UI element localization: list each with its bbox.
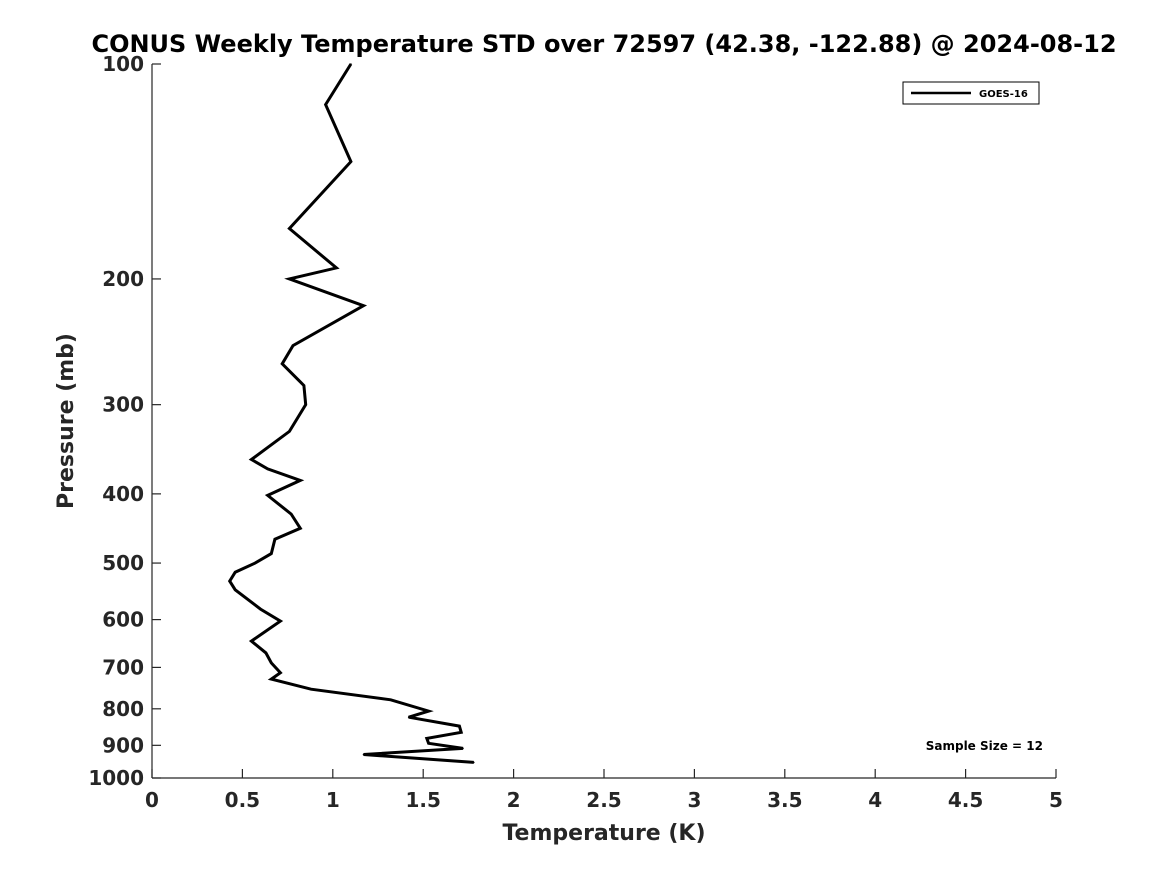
x-tick-label: 0	[145, 788, 159, 812]
series-point	[250, 458, 253, 461]
y-tick-label: 900	[102, 733, 144, 757]
series-point	[274, 538, 276, 540]
series-point	[303, 384, 305, 387]
x-tick-label: 2.5	[586, 788, 621, 812]
x-tick-label: 4.5	[948, 788, 983, 812]
series-point	[288, 430, 291, 433]
series-point	[279, 671, 282, 674]
series-point	[458, 725, 461, 727]
y-axis-label: Pressure (mb)	[54, 333, 79, 509]
series-point	[266, 468, 269, 470]
series-point	[427, 742, 430, 745]
y-tick-label: 300	[102, 393, 144, 417]
y-tick-label: 600	[102, 608, 144, 632]
series-point	[407, 716, 410, 718]
series-point	[259, 608, 262, 610]
x-tick-label: 1.5	[405, 788, 440, 812]
chart-title: CONUS Weekly Temperature STD over 72597 …	[91, 30, 1116, 58]
series-point	[299, 479, 302, 482]
x-tick-label: 4	[868, 788, 882, 812]
x-tick-label: 2	[507, 788, 521, 812]
series-point	[389, 699, 392, 701]
series-point	[270, 662, 273, 664]
y-ticks: 100 200 300 400 500 600 700 800 900 1000	[88, 52, 161, 790]
series-point	[362, 304, 365, 307]
series-point	[350, 63, 352, 65]
y-tick-label: 800	[102, 697, 144, 721]
series-point	[427, 710, 430, 712]
series-point	[266, 494, 269, 497]
series-point	[254, 562, 256, 564]
series-point	[234, 571, 236, 573]
series-point	[290, 513, 293, 515]
y-tick-label: 700	[102, 655, 144, 679]
series-point	[288, 278, 291, 280]
series-point	[299, 527, 302, 530]
x-tick-label: 3.5	[767, 788, 802, 812]
series-point	[350, 160, 352, 163]
x-tick-label: 5	[1049, 788, 1063, 812]
legend: GOES-16	[902, 81, 1040, 105]
y-tick-label: 1000	[88, 766, 144, 790]
series-point	[270, 552, 273, 555]
series-line-goes-16	[227, 63, 474, 764]
series-point	[292, 344, 294, 347]
plot-area: 0 0.5 1 1.5 2 2.5 3 3.5 4 4.5 5 100 200 300 400 500 600…	[88, 52, 1063, 812]
series-point	[228, 580, 231, 582]
series-point	[310, 688, 312, 690]
x-tick-label: 1	[326, 788, 340, 812]
series-point	[473, 761, 475, 764]
y-tick-label: 500	[102, 551, 144, 575]
series-point	[270, 678, 273, 680]
series-point	[234, 589, 236, 591]
legend-label-goes-16: GOES-16	[979, 89, 1028, 100]
sample-size-annotation: Sample Size = 12	[926, 739, 1043, 753]
series-point	[250, 640, 253, 642]
series-point	[304, 403, 307, 406]
series-point	[362, 753, 365, 756]
series-point	[460, 731, 463, 734]
series-point	[324, 103, 327, 106]
x-ticks: 0 0.5 1 1.5 2 2.5 3 3.5 4 4.5 5	[145, 769, 1063, 812]
y-tick-label: 100	[102, 52, 144, 76]
series-point	[281, 363, 284, 365]
series-point	[288, 227, 291, 230]
series-point	[462, 747, 464, 750]
x-axis-label: Temperature (K)	[502, 821, 705, 846]
series-point	[426, 737, 428, 740]
x-tick-label: 3	[687, 788, 701, 812]
y-tick-label: 200	[102, 267, 144, 291]
series-point	[265, 652, 267, 654]
series-point	[279, 620, 282, 622]
x-tick-label: 0.5	[225, 788, 260, 812]
y-tick-label: 400	[102, 482, 144, 506]
series-point	[335, 267, 338, 269]
series-layer	[227, 63, 475, 764]
